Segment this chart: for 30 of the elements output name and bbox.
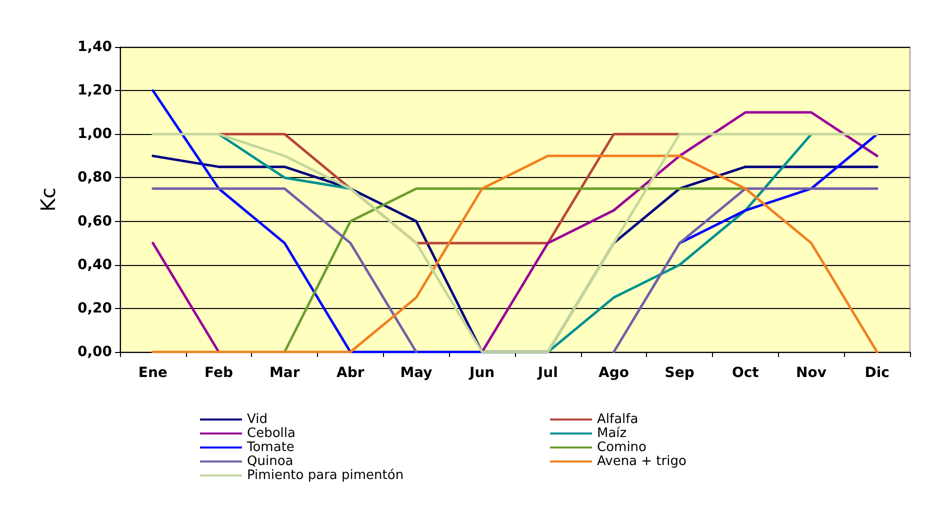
x-tick-label: Jul bbox=[536, 365, 558, 381]
y-tick-label: 0,80 bbox=[77, 170, 112, 186]
x-tick-label: Jun bbox=[468, 365, 495, 381]
x-tick-label: Dic bbox=[864, 365, 890, 381]
y-tick-label: 0,60 bbox=[77, 213, 112, 230]
y-tick-label: 0,40 bbox=[77, 256, 112, 273]
y-tick-label: 0,20 bbox=[77, 300, 112, 316]
x-tick-label: Abr bbox=[336, 365, 364, 381]
legend-label: Cebolla bbox=[247, 426, 296, 441]
x-tick-label: Ene bbox=[138, 365, 168, 381]
legend-label: Avena + trigo bbox=[597, 454, 686, 469]
x-tick-label: Feb bbox=[204, 365, 234, 381]
x-tick-label: Mar bbox=[269, 365, 300, 381]
legend-label: Tomate bbox=[246, 440, 294, 455]
x-tick-label: May bbox=[400, 365, 432, 381]
x-tick-label: Ago bbox=[598, 365, 630, 381]
y-tick-label: 1,00 bbox=[77, 126, 112, 142]
legend-label: Alfalfa bbox=[597, 412, 638, 427]
legend-label: Pimiento para pimentón bbox=[247, 468, 404, 483]
x-tick-label: Nov bbox=[796, 365, 826, 381]
x-tick-label: Oct bbox=[732, 365, 760, 381]
y-tick-label: 1,40 bbox=[77, 39, 112, 55]
y-tick-label: 1,20 bbox=[77, 82, 112, 99]
x-tick-label: Sep bbox=[664, 365, 694, 381]
y-tick-label: 0,00 bbox=[77, 344, 112, 360]
legend-label: Vid bbox=[247, 412, 268, 427]
legend-label: Quinoa bbox=[247, 454, 294, 469]
legend-label: Comino bbox=[597, 440, 647, 455]
y-axis-title: Kc bbox=[36, 187, 60, 212]
legend-label: Maíz bbox=[597, 426, 627, 441]
